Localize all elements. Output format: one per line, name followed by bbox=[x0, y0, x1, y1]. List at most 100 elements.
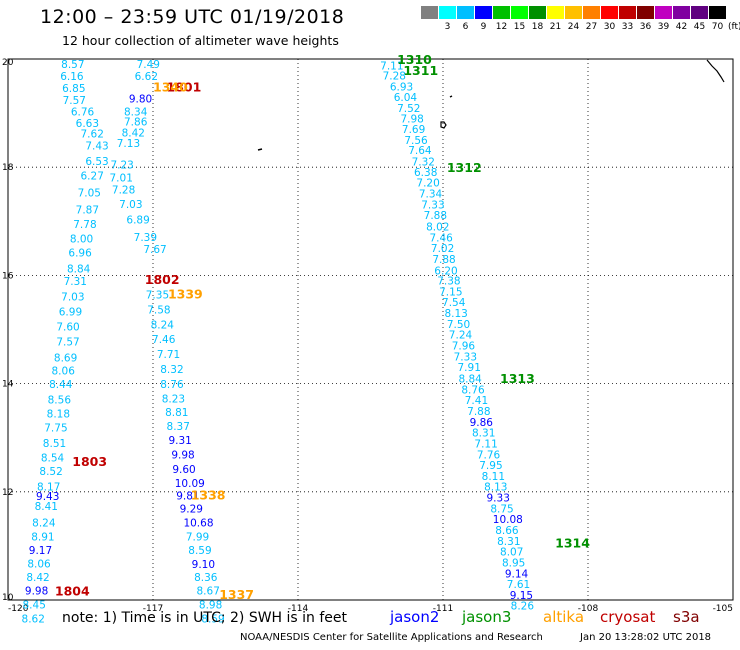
legend-swatch bbox=[493, 6, 510, 19]
wave-height-value: 7.87 bbox=[76, 205, 99, 217]
wave-height-value: 8.45 bbox=[23, 600, 46, 612]
lon-tick-label: -105 bbox=[713, 604, 733, 614]
legend-swatch bbox=[583, 6, 600, 19]
wave-height-value: 7.95 bbox=[479, 460, 502, 472]
legend-swatch bbox=[637, 6, 654, 19]
legend-label: 9 bbox=[480, 22, 487, 32]
wave-height-value: 7.03 bbox=[119, 199, 142, 211]
footer-note: note: 1) Time is in UTC; 2) SWH is in fe… bbox=[62, 610, 348, 626]
legend-label: 27 bbox=[585, 22, 598, 32]
legend-label: 3 bbox=[444, 22, 451, 32]
wave-height-value: 8.98 bbox=[199, 600, 222, 612]
wave-height-value: 7.56 bbox=[404, 135, 428, 147]
legend-swatch bbox=[565, 6, 582, 19]
pass-label: 1313 bbox=[500, 371, 535, 386]
wave-height-value: 7.33 bbox=[421, 199, 444, 211]
wave-height-value: 7.24 bbox=[449, 330, 473, 342]
legend-label: 42 bbox=[675, 22, 688, 32]
legend-swatch bbox=[655, 6, 672, 19]
wave-height-value: 7.35 bbox=[146, 290, 169, 302]
wave-height-value: 8.54 bbox=[41, 453, 65, 465]
legend-label: 70 bbox=[711, 22, 724, 32]
wave-height-value: 8.34 bbox=[124, 106, 148, 118]
wave-height-value: 6.63 bbox=[76, 118, 99, 130]
wave-height-value: 7.28 bbox=[383, 71, 406, 83]
wave-height-value: 7.71 bbox=[157, 349, 180, 361]
wave-height-value: 8.84 bbox=[67, 264, 91, 276]
legend-swatch bbox=[529, 6, 546, 19]
legend-swatch bbox=[547, 6, 564, 19]
legend-label: 36 bbox=[639, 22, 652, 32]
wave-height-value: 8.02 bbox=[426, 221, 449, 233]
wave-height-value: 8.31 bbox=[472, 428, 495, 440]
wave-height-value: 7.64 bbox=[408, 145, 432, 157]
wave-height-value: 7.31 bbox=[64, 276, 87, 288]
wave-height-value: 8.57 bbox=[61, 59, 84, 71]
wave-height-value: 7.54 bbox=[442, 297, 466, 309]
wave-height-value: 8.24 bbox=[32, 517, 56, 529]
wave-height-value: 8.17 bbox=[37, 482, 60, 494]
wave-height-value: 8.42 bbox=[26, 572, 49, 584]
wave-height-value: 6.76 bbox=[71, 106, 95, 118]
wave-height-value: 7.01 bbox=[110, 172, 133, 184]
wave-height-value: 9.17 bbox=[29, 545, 52, 557]
wave-height-value: 8.59 bbox=[188, 545, 211, 557]
pass-label: 1804 bbox=[55, 584, 90, 599]
lon-tick-label: -120 bbox=[8, 604, 29, 614]
wave-height-value: 7.46 bbox=[152, 334, 176, 346]
wave-height-value: 7.39 bbox=[134, 232, 157, 244]
wave-height-value: 8.00 bbox=[70, 233, 93, 245]
wave-height-value: 6.04 bbox=[394, 92, 418, 104]
wave-height-value: 7.13 bbox=[117, 138, 140, 150]
legend-label: 30 bbox=[603, 22, 616, 32]
legend-swatch bbox=[457, 6, 474, 19]
wave-height-value: 7.11 bbox=[474, 438, 497, 450]
wave-height-value: 9.43 bbox=[36, 491, 59, 503]
legend-swatch bbox=[511, 6, 528, 19]
legend-swatch bbox=[601, 6, 618, 19]
wave-height-value: 9.98 bbox=[25, 586, 48, 598]
wave-height-value: 7.69 bbox=[402, 124, 425, 136]
island-outline bbox=[449, 95, 453, 98]
wave-height-value: 7.88 bbox=[467, 406, 490, 418]
wave-height-value: 8.62 bbox=[22, 614, 45, 626]
legend-unit: (ft) bbox=[728, 22, 740, 32]
legend-swatch bbox=[673, 6, 690, 19]
wave-height-value: 7.62 bbox=[81, 128, 104, 140]
wave-height-value: 7.88 bbox=[424, 210, 447, 222]
wave-height-value: 8.67 bbox=[197, 586, 220, 598]
wave-height-value: 7.61 bbox=[507, 579, 530, 591]
credit-text: NOAA/NESDIS Center for Satellite Applica… bbox=[240, 632, 543, 643]
pass-label: 1339 bbox=[168, 287, 203, 302]
wave-height-value: 8.23 bbox=[162, 394, 185, 406]
wave-height-value: 7.41 bbox=[465, 395, 488, 407]
wave-height-value: 8.81 bbox=[165, 407, 188, 419]
legend-label: 18 bbox=[531, 22, 544, 32]
wave-height-value: 8.06 bbox=[52, 365, 76, 377]
wave-height-value: 8.07 bbox=[500, 547, 523, 559]
wave-height-value: 7.28 bbox=[112, 185, 135, 197]
wave-height-value: 8.52 bbox=[39, 466, 62, 478]
wave-height-value: 6.89 bbox=[126, 214, 149, 226]
wave-height-value: 7.58 bbox=[147, 304, 170, 316]
wave-height-value: 8.06 bbox=[27, 559, 51, 571]
legend-swatch bbox=[619, 6, 636, 19]
legend-label: 12 bbox=[495, 22, 508, 32]
lat-tick-label: 20 bbox=[2, 58, 14, 68]
legend-swatch bbox=[439, 6, 456, 19]
wave-height-value: 8.76 bbox=[461, 384, 485, 396]
wave-height-value: 8.18 bbox=[47, 409, 70, 421]
wave-height-value: 7.91 bbox=[458, 362, 481, 374]
wave-height-value: 8.41 bbox=[35, 501, 58, 513]
lat-tick-label: 10 bbox=[2, 593, 14, 603]
legend-swatch bbox=[709, 6, 726, 19]
wave-height-value: 8.36 bbox=[194, 572, 218, 584]
wave-height-value: 6.16 bbox=[60, 71, 84, 83]
wave-height-value: 7.05 bbox=[78, 187, 101, 199]
wave-height-value: 9.81 bbox=[176, 490, 199, 502]
lat-tick-label: 18 bbox=[2, 163, 14, 173]
satellite-legend-jason2: jason2 bbox=[390, 608, 440, 626]
wave-height-value: 8.37 bbox=[167, 421, 190, 433]
wave-height-value: 7.32 bbox=[412, 157, 435, 169]
island-outline bbox=[257, 148, 263, 151]
